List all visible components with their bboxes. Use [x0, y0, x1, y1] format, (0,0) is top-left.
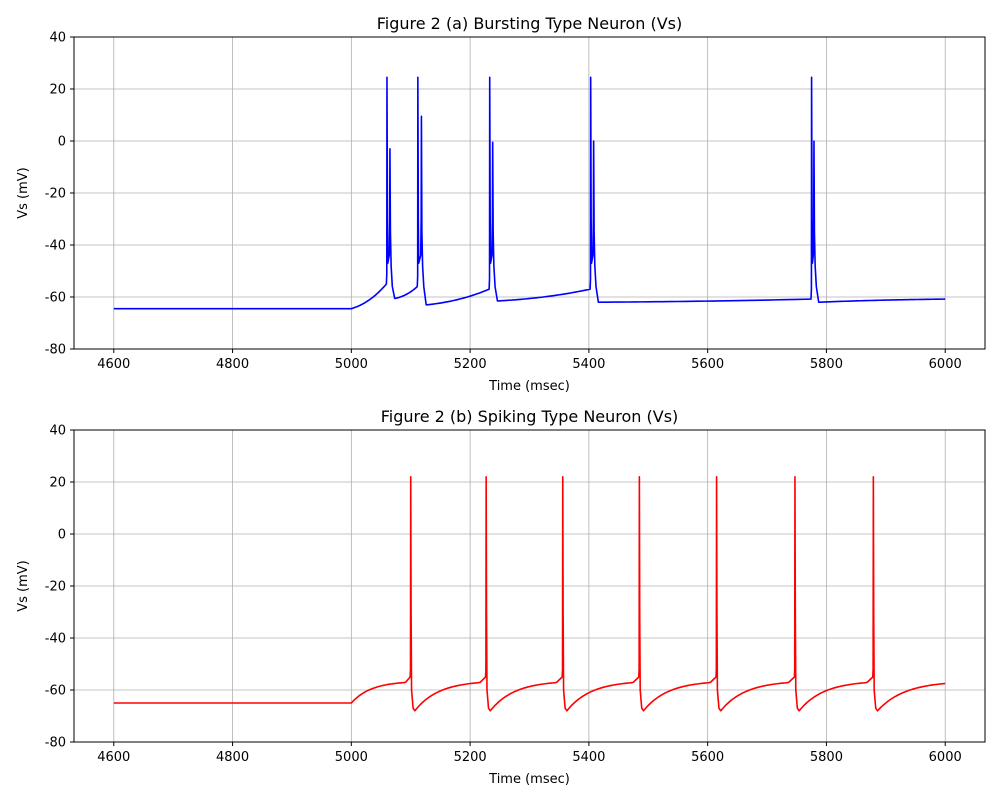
y-tick-label: 20 [49, 83, 66, 98]
chart-bursting: 4600 4800 5000 5200 5400 5600 5800 6000 -80 -60 -4… [16, 14, 986, 394]
x-tick-label: 4600 [97, 750, 130, 765]
x-tick-label: 5000 [335, 750, 368, 765]
y-tick-label: -20 [45, 187, 66, 202]
ticks-a: 4600 4800 5000 5200 5400 5600 5800 6000 -80 -60 -4… [45, 31, 962, 373]
x-tick-label: 4600 [97, 357, 130, 372]
x-tick-label: 5800 [810, 357, 843, 372]
x-tick-label: 5000 [335, 357, 368, 372]
x-axis-label-a: Time (msec) [488, 379, 570, 394]
y-tick-label: -40 [45, 632, 66, 647]
series-line [113, 76, 946, 310]
chart-title-a: Figure 2 (a) Bursting Type Neuron (Vs) [377, 14, 683, 33]
y-tick-label: -40 [45, 239, 66, 254]
chart-title-b: Figure 2 (b) Spiking Type Neuron (Vs) [381, 407, 679, 426]
x-tick-label: 5600 [691, 750, 724, 765]
y-tick-label: 40 [49, 31, 66, 46]
y-tick-label: 20 [49, 476, 66, 491]
y-tick-label: -60 [45, 291, 66, 306]
x-tick-label: 5400 [572, 357, 605, 372]
y-tick-label: -80 [45, 736, 66, 751]
y-tick-label: -80 [45, 343, 66, 358]
series-b [113, 476, 946, 712]
y-tick-label: 0 [58, 528, 66, 543]
y-axis-label-a: Vs (mV) [16, 167, 31, 219]
x-axis-label-b: Time (msec) [488, 772, 570, 787]
y-tick-label: -20 [45, 580, 66, 595]
x-tick-label: 5200 [454, 357, 487, 372]
x-tick-label: 6000 [929, 750, 962, 765]
series-a [113, 76, 946, 310]
x-tick-label: 5200 [454, 750, 487, 765]
x-tick-label: 4800 [216, 357, 249, 372]
series-line [113, 476, 946, 712]
y-tick-label: -60 [45, 684, 66, 699]
x-tick-label: 6000 [929, 357, 962, 372]
chart-spiking: 4600 4800 5000 5200 5400 5600 5800 6000 -80 -60 -4… [16, 407, 986, 787]
x-tick-label: 5800 [810, 750, 843, 765]
y-tick-label: 0 [58, 135, 66, 150]
y-axis-label-b: Vs (mV) [16, 560, 31, 612]
x-tick-label: 5400 [572, 750, 605, 765]
x-tick-label: 4800 [216, 750, 249, 765]
x-tick-label: 5600 [691, 357, 724, 372]
ticks-b: 4600 4800 5000 5200 5400 5600 5800 6000 -80 -60 -4… [45, 424, 962, 766]
y-tick-label: 40 [49, 424, 66, 439]
